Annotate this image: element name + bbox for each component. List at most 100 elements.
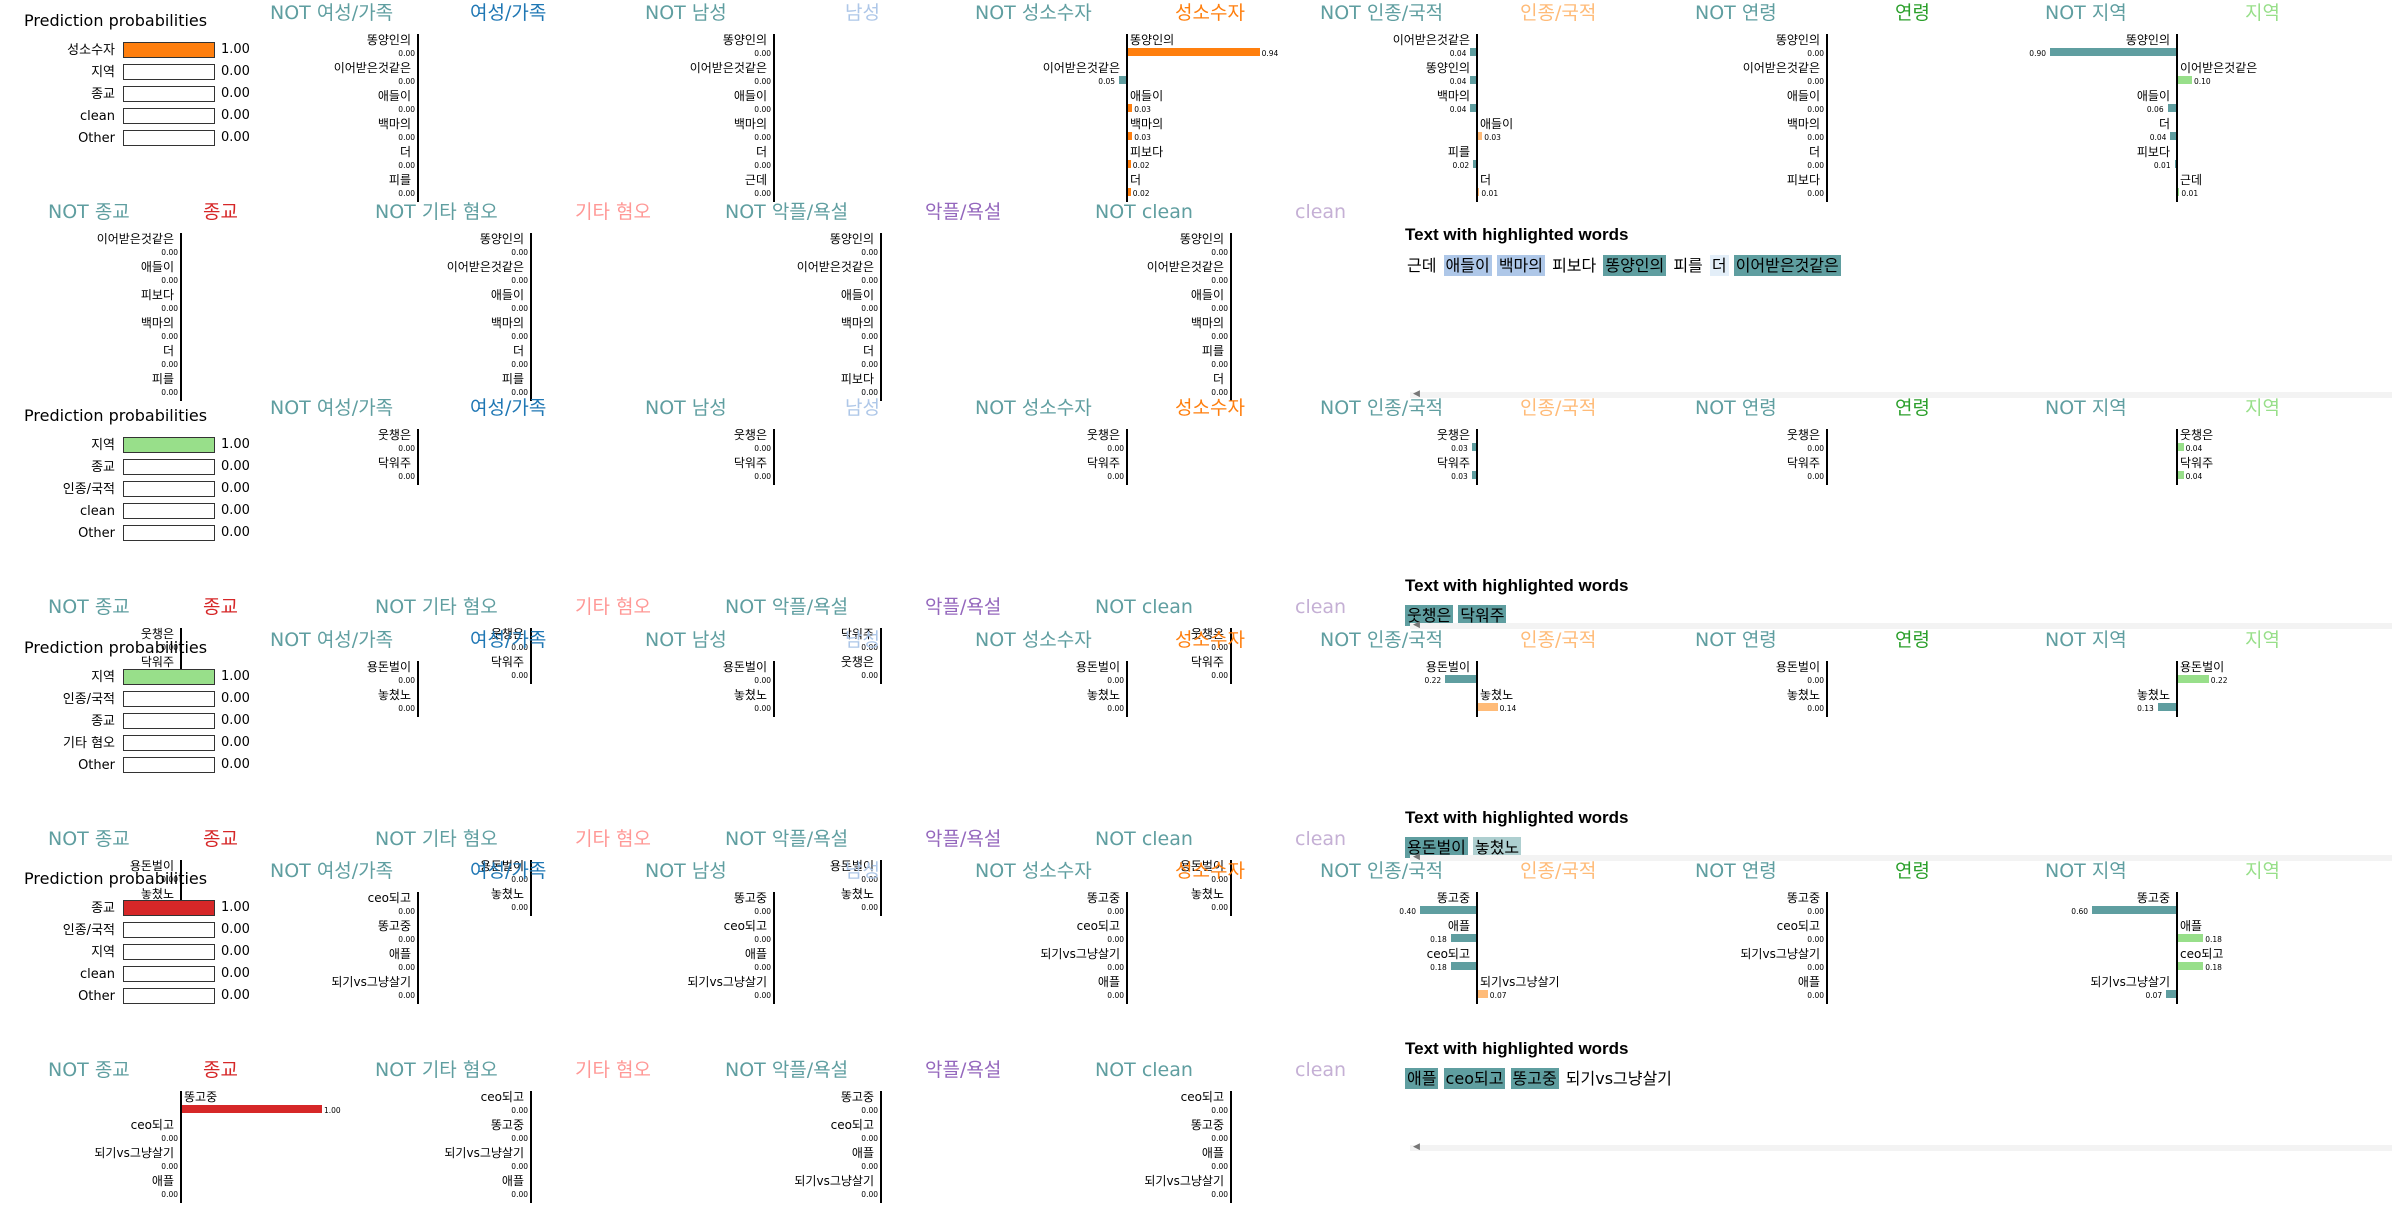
weight-bar [2174, 160, 2176, 168]
probability-value: 0.00 [221, 988, 250, 1003]
not-prefix: NOT [725, 828, 772, 850]
feature-word: 용돈벌이 [1775, 660, 1820, 674]
class-label: 종교 [203, 828, 238, 850]
probability-bar [123, 757, 215, 773]
feature-word: 닥워주 [377, 456, 411, 470]
weight-value: 0.00 [1107, 963, 1124, 972]
weight-value: 0.00 [1211, 1162, 1228, 1171]
not-class-label: NOT 악플/욕설 [725, 598, 848, 617]
horizontal-scrollbar[interactable] [1410, 623, 2392, 629]
probability-bar [123, 713, 215, 729]
not-prefix: NOT [48, 596, 95, 618]
weight-value: 0.07 [2145, 991, 2163, 1000]
weight-value: 0.02 [1132, 161, 1150, 170]
feature-word: 피보다 [2136, 145, 2170, 159]
highlighted-word: 놓쳤노 [1472, 837, 1522, 858]
class-label: 기타 혐오 [575, 596, 651, 618]
not-class-name: 기타 혐오 [421, 596, 498, 618]
not-class-name: 지역 [2091, 629, 2127, 651]
class-label: 성소수자 [1175, 397, 1245, 419]
weight-value: 0.00 [1807, 935, 1824, 944]
horizontal-scrollbar[interactable] [1410, 1145, 2392, 1151]
highlighted-word: 웃챙은 [1405, 605, 1454, 626]
not-class-label: NOT 남성 [645, 4, 727, 23]
not-prefix: NOT [375, 596, 422, 618]
weight-bar [1478, 132, 1483, 140]
not-class-label: NOT 악플/욕설 [725, 1061, 848, 1080]
weight-bar [1470, 76, 1476, 84]
highlighted-text: 근데 애들이 백마의 피보다 똥양인의 피를 더 이어받은것같은 [1405, 252, 1841, 276]
feature-word: 똥고중 [1086, 891, 1120, 905]
not-prefix: NOT [645, 397, 692, 419]
feature-word: ceo되고 [1076, 919, 1120, 933]
weight-value: 0.00 [161, 643, 178, 652]
not-class-label: NOT 연령 [1695, 399, 1777, 418]
feature-word: 애플 [1797, 975, 1820, 989]
weight-value: 0.00 [1807, 676, 1824, 685]
not-class-label: NOT 남성 [645, 862, 727, 881]
feature-word: 애플 [388, 947, 411, 961]
weight-value: 0.00 [398, 189, 415, 198]
weight-value: 0.00 [398, 77, 415, 86]
panel-axis [1126, 892, 1128, 1004]
weight-value: 0.00 [511, 332, 528, 341]
class-label: 기타 혐오 [575, 828, 651, 850]
not-class-label: NOT 인종/국적 [1320, 862, 1443, 881]
probability-label: 성소수자 [67, 43, 115, 58]
class-label: 연령 [1895, 629, 1930, 651]
feature-word: 애들이 [140, 260, 174, 274]
panel-axis [1476, 892, 1478, 1004]
feature-word: 애플 [851, 1146, 874, 1160]
probability-bar [123, 669, 215, 685]
feature-word: ceo되고 [1776, 919, 1820, 933]
panel-axis [180, 233, 182, 401]
not-class-name: 인종/국적 [1366, 860, 1444, 882]
weight-bar [1128, 160, 1131, 168]
probability-label: 지역 [91, 670, 115, 685]
weight-value: 0.00 [398, 907, 415, 916]
not-prefix: NOT [1695, 860, 1742, 882]
weight-value: 0.00 [511, 248, 528, 257]
horizontal-scrollbar[interactable] [1410, 392, 2392, 398]
probability-bar [123, 437, 215, 453]
weight-value: 0.00 [754, 49, 771, 58]
weight-value: 0.00 [754, 444, 771, 453]
feature-word: 백마의 [840, 316, 874, 330]
class-label: 연령 [1895, 2, 1930, 24]
weight-value: 0.00 [398, 444, 415, 453]
feature-word: 닥워주 [733, 456, 767, 470]
not-class-label: NOT 남성 [645, 399, 727, 418]
horizontal-scrollbar[interactable] [1410, 855, 2392, 861]
feature-word: 닥워주 [140, 655, 174, 669]
weight-value: 0.00 [161, 332, 178, 341]
panel-axis [1826, 34, 1828, 202]
probability-value: 0.00 [221, 757, 250, 772]
weight-value: 0.00 [1807, 77, 1824, 86]
not-prefix: NOT [270, 397, 317, 419]
feature-word: ceo되고 [2180, 947, 2224, 961]
not-class-label: NOT 연령 [1695, 631, 1777, 650]
probability-bar [123, 86, 215, 102]
feature-word: 애들이 [377, 89, 411, 103]
weight-bar [1471, 443, 1476, 451]
not-class-name: 성소수자 [1021, 2, 1092, 24]
feature-word: 애플 [1447, 919, 1470, 933]
probability-value: 1.00 [221, 900, 250, 915]
weight-value: 0.00 [398, 161, 415, 170]
feature-word: ceo되고 [130, 1118, 174, 1132]
scroll-left-icon[interactable]: ◀ [1413, 852, 1420, 862]
probability-label: clean [80, 504, 115, 519]
not-prefix: NOT [2045, 629, 2092, 651]
scroll-left-icon[interactable]: ◀ [1413, 389, 1420, 399]
weight-bar [1450, 934, 1476, 942]
probability-label: 지역 [91, 65, 115, 80]
not-class-label: NOT 여성/가족 [270, 399, 393, 418]
feature-word: 똥고중 [1436, 891, 1470, 905]
highlighted-word: 피를 [1673, 256, 1703, 275]
scroll-left-icon[interactable]: ◀ [1413, 1142, 1420, 1152]
weight-value: 0.00 [1211, 388, 1228, 397]
weight-value: 0.07 [1489, 991, 1507, 1000]
weight-value: 0.00 [1807, 49, 1824, 58]
scroll-left-icon[interactable]: ◀ [1413, 620, 1420, 630]
not-class-label: NOT 성소수자 [975, 631, 1092, 650]
